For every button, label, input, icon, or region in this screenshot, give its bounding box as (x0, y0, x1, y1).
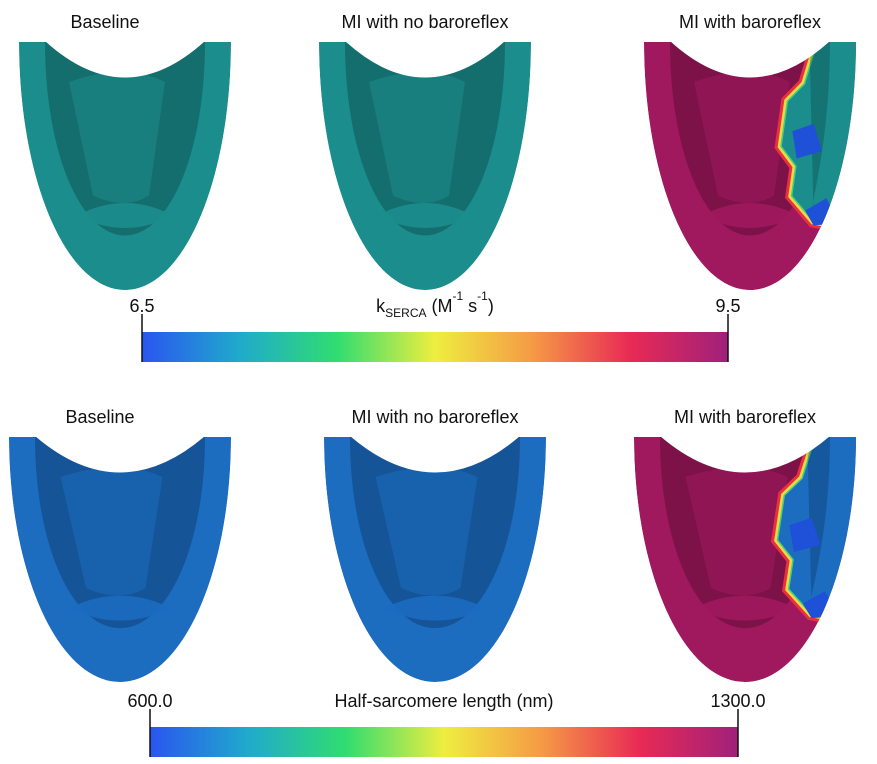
heart (319, 41, 531, 290)
heart (644, 41, 877, 290)
panel-title: MI with no baroreflex (341, 12, 508, 32)
colorbar-label-part: ) (488, 296, 494, 316)
heart (19, 41, 231, 290)
figure: Baseline MI with no baroreflex MI with bar… (0, 0, 877, 759)
panel-title: MI with baroreflex (674, 407, 816, 427)
row: Baseline MI with no baroreflex MI with bar… (19, 12, 877, 362)
colorbar-label-part: s (463, 296, 477, 316)
panel-title: MI with baroreflex (679, 12, 821, 32)
colorbar-tick-label: 1300.0 (710, 691, 765, 711)
panel-title: MI with no baroreflex (351, 407, 518, 427)
colorbar-label: kSERCA (M-1 s-1) (376, 289, 494, 320)
heart (324, 436, 546, 682)
panel-title: Baseline (65, 407, 134, 427)
colorbar-tick-label: 6.5 (129, 296, 154, 316)
colorbar-label-part: SERCA (385, 306, 426, 320)
colorbar-label-part: -1 (452, 289, 463, 303)
colorbar-label: Half-sarcomere length (nm) (334, 691, 553, 711)
colorbar-label-part: Half-sarcomere length (nm) (334, 691, 553, 711)
colorbar-tick-label: 600.0 (127, 691, 172, 711)
colorbar-label-part: -1 (477, 289, 488, 303)
colorbar-label-part: (M (426, 296, 452, 316)
colorbar-tick-label: 9.5 (715, 296, 740, 316)
colorbar (150, 727, 738, 757)
heart (9, 436, 231, 682)
row: Baseline MI with no baroreflex MI with bar… (9, 407, 877, 757)
colorbar (142, 332, 728, 362)
panel-title: Baseline (70, 12, 139, 32)
heart (634, 436, 877, 682)
